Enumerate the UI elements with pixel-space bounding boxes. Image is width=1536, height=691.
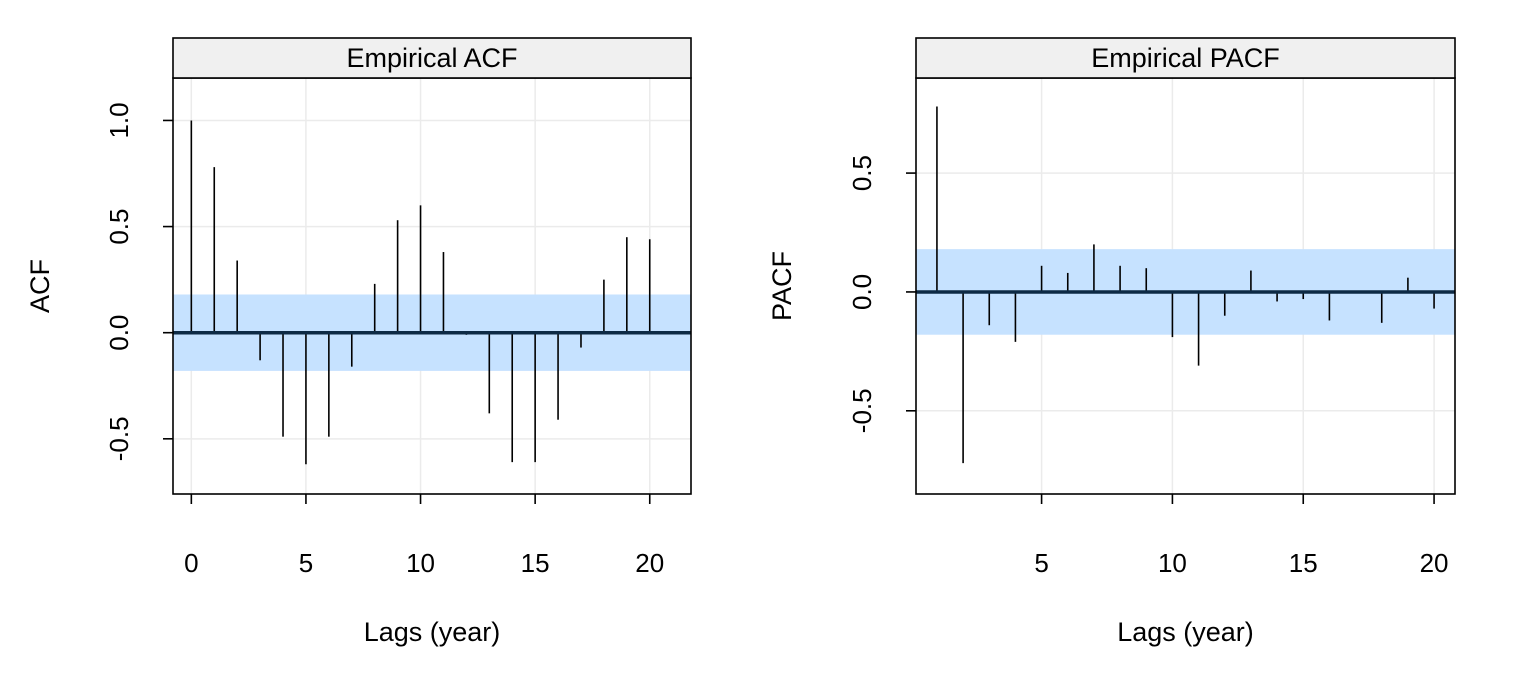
panel-2-x-axis-title: Lags (year)	[1117, 617, 1254, 647]
panel-1-plot-area	[173, 78, 691, 494]
panel-1-xtick-label: 5	[299, 548, 313, 578]
panel-2-ytick-label: 0.0	[847, 274, 877, 310]
panel-1-xtick-label: 0	[184, 548, 198, 578]
panel-1-xtick-label: 20	[635, 548, 664, 578]
panel-2-xtick-label: 15	[1289, 548, 1318, 578]
panel-1-y-axis-title: ACF	[25, 259, 55, 313]
panel-1-xtick-label: 10	[406, 548, 435, 578]
panel-1-ytick-label: -0.5	[104, 416, 134, 461]
panel-2-ytick-label: 0.5	[847, 155, 877, 191]
panel-2-chart: Empirical PACF 5 10 15 20 -0.5 0.0 0.5 Lags (yea…	[767, 37, 1456, 647]
panel-1-ytick-label: 0.5	[104, 208, 134, 244]
panel-1-ytick-label: 1.0	[104, 102, 134, 138]
panel-1-chart: Empirical ACF 0 5 10 15 20 -0.5 0.0 0.5 1.0 Lags (…	[25, 37, 692, 647]
panel-2-y-axis-title: PACF	[767, 251, 797, 321]
panel-1-xtick-label: 15	[521, 548, 550, 578]
panel-2-xtick-label: 20	[1420, 548, 1449, 578]
panel-2-strip-title: Empirical PACF	[1091, 43, 1280, 73]
panel-2-ytick-label: -0.5	[847, 388, 877, 433]
panel-2-xtick-label: 10	[1158, 548, 1187, 578]
panel-1-strip	[172, 37, 692, 79]
panel-1-ytick-label: 0.0	[104, 315, 134, 351]
panel-2-strip	[915, 37, 1456, 79]
panel-2-xtick-label: 5	[1034, 548, 1048, 578]
panel-1-x-axis-title: Lags (year)	[364, 617, 501, 647]
panel-1-strip-title: Empirical ACF	[346, 43, 517, 73]
